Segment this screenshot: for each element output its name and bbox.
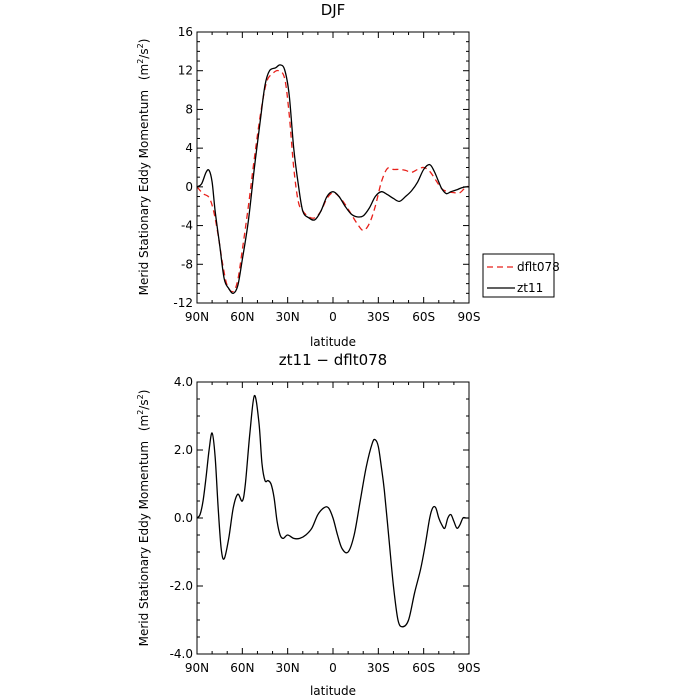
panel-top-frame	[196, 31, 470, 304]
top-xtick-label: 60S	[412, 310, 435, 324]
bottom-xtick-label: 90N	[185, 661, 209, 675]
panel-top-yunit-close: )	[137, 39, 151, 44]
bottom-ytick-label: -2.0	[170, 579, 193, 593]
panel-bottom-axes: 90N 60N 30N 0 30S 60S 90S -4.0 -2.0 0.0 2.0 4.0	[170, 375, 481, 675]
top-series-line-dflt078	[196, 69, 470, 293]
top-ytick-label: 16	[178, 25, 193, 39]
panel-top-xlabel: latitude	[310, 335, 356, 349]
panel-top-axes: 90N 60N 30N 0 30S 60S 90S -12 -8 -4 0 4 8 12 16	[173, 25, 480, 324]
legend-label-zt11: zt11	[517, 281, 543, 295]
panel-bottom-title: zt11 − dflt078	[279, 351, 387, 369]
panel-bottom-yunit-open: (m	[137, 415, 151, 431]
panel-bottom: zt11 − dflt078 90N 60N 30N 0 30S 60S 90S -4.0 -2…	[136, 351, 480, 698]
panel-top-data	[196, 64, 470, 295]
bottom-xtick-label: 60S	[412, 661, 435, 675]
panel-top-ylabel-text: Merid Stationary Eddy Momentum	[137, 90, 151, 295]
panel-bottom-ylabel-text: Merid Stationary Eddy Momentum	[137, 441, 151, 646]
legend-label-dflt078: dflt078	[517, 260, 560, 274]
bottom-xtick-label: 0	[329, 661, 337, 675]
panel-top-yunit-exp1: 2	[136, 59, 145, 64]
legend: dflt078 zt11	[482, 253, 560, 298]
bottom-xtick-label: 60N	[230, 661, 254, 675]
panel-bottom-ylabel: Merid Stationary Eddy Momentum (m2/s2)	[136, 390, 151, 647]
bottom-ytick-label: 4.0	[174, 375, 193, 389]
top-xtick-label: 30S	[367, 310, 390, 324]
top-series-line-zt11	[196, 64, 470, 295]
panel-bottom-yunit-close: )	[137, 390, 151, 395]
top-xtick-label: 0	[329, 310, 337, 324]
bottom-ytick-label: 2.0	[174, 443, 193, 457]
panel-bottom-yunit-exp2: 2	[136, 394, 145, 399]
top-xtick-label: 90S	[458, 310, 481, 324]
legend-box	[482, 253, 555, 298]
top-ytick-label: 0	[185, 180, 193, 194]
panel-top: DJF 90N 60N 30N 0 30S 60S 90S -12 -8 -4 0 4 8 12 16 la…	[136, 1, 560, 349]
bottom-ytick-label: 0.0	[174, 511, 193, 525]
top-ytick-label: 4	[185, 141, 193, 155]
panel-bottom-frame	[196, 381, 470, 655]
bottom-xtick-label: 90S	[458, 661, 481, 675]
panel-top-yunit-open: (m	[137, 64, 151, 80]
top-xtick-label: 60N	[230, 310, 254, 324]
panel-top-title: DJF	[321, 1, 346, 19]
bottom-series-line-diff0	[196, 394, 469, 628]
panel-bottom-data	[196, 394, 469, 628]
panel-top-yunit-exp2: 2	[136, 43, 145, 48]
top-ytick-label: -12	[173, 296, 193, 310]
bottom-ytick-label: -4.0	[170, 647, 193, 661]
panel-bottom-xlabel: latitude	[310, 684, 356, 698]
panel-bottom-yunit-exp1: 2	[136, 410, 145, 415]
panel-top-yunit-mid: /s	[137, 48, 151, 58]
top-ytick-label: -4	[181, 219, 193, 233]
panel-bottom-yunit-mid: /s	[137, 399, 151, 409]
top-ytick-label: 8	[185, 102, 193, 116]
top-ytick-label: 12	[178, 64, 193, 78]
bottom-xtick-label: 30S	[367, 661, 390, 675]
panel-top-ylabel: Merid Stationary Eddy Momentum (m2/s2)	[136, 39, 151, 296]
top-ytick-label: -8	[181, 257, 193, 271]
top-xtick-label: 90N	[185, 310, 209, 324]
bottom-xtick-label: 30N	[276, 661, 300, 675]
top-xtick-label: 30N	[276, 310, 300, 324]
